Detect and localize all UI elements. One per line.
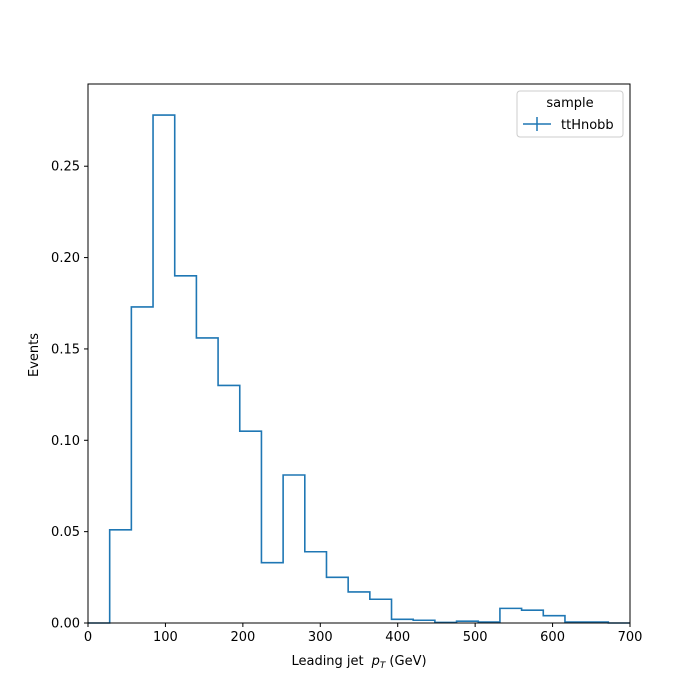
legend-title: sample: [546, 96, 593, 111]
x-tick-label: 100: [153, 630, 178, 645]
histogram-bin: [131, 307, 153, 623]
x-tick-label: 600: [540, 630, 565, 645]
histogram-bin: [305, 552, 327, 623]
plot-area: [88, 114, 630, 624]
histogram-bin: [196, 338, 218, 623]
histogram-bin: [522, 610, 544, 623]
histogram-bin: [392, 619, 414, 623]
x-tick-label: 0: [84, 630, 92, 645]
axes-frame: [87, 83, 631, 624]
y-axis-label: Events: [27, 333, 42, 377]
x-tick-label: 500: [463, 630, 488, 645]
x-tick-label: 400: [385, 630, 410, 645]
histogram-bin: [153, 115, 175, 623]
histogram-bin: [348, 592, 370, 623]
histogram-bin: [543, 616, 565, 623]
y-tick-label: 0.25: [51, 160, 80, 175]
legend-box: [516, 90, 624, 138]
y-tick-label: 0.00: [51, 617, 80, 632]
series-line-ttHnobb: [88, 114, 630, 624]
x-tick-label: 700: [618, 630, 643, 645]
histogram-bin: [218, 385, 240, 623]
histogram-bin: [261, 563, 283, 623]
y-axis: 0.00 0.05 0.10 0.15 0.20 0.25: [51, 160, 88, 632]
histogram-bin: [326, 577, 348, 623]
x-axis: 0 100 200 300 400 500 600 700: [84, 623, 643, 645]
y-tick-label: 0.05: [51, 525, 80, 540]
x-axis-label: Leading jet pT (GeV): [291, 654, 426, 671]
histogram-bin: [110, 530, 132, 623]
histogram-bin: [175, 276, 197, 623]
y-tick-label: 0.15: [51, 342, 80, 357]
legend-series-label: ttHnobb: [561, 118, 614, 133]
y-tick-label: 0.20: [51, 251, 80, 266]
x-tick-label: 200: [230, 630, 255, 645]
histogram-bin: [283, 475, 305, 623]
histogram-bin: [370, 599, 392, 623]
histogram-bin: [240, 431, 262, 623]
x-tick-label: 300: [308, 630, 333, 645]
legend: sample ttHnobb: [516, 90, 624, 138]
y-tick-label: 0.10: [51, 434, 80, 449]
histogram-bin: [500, 608, 522, 623]
